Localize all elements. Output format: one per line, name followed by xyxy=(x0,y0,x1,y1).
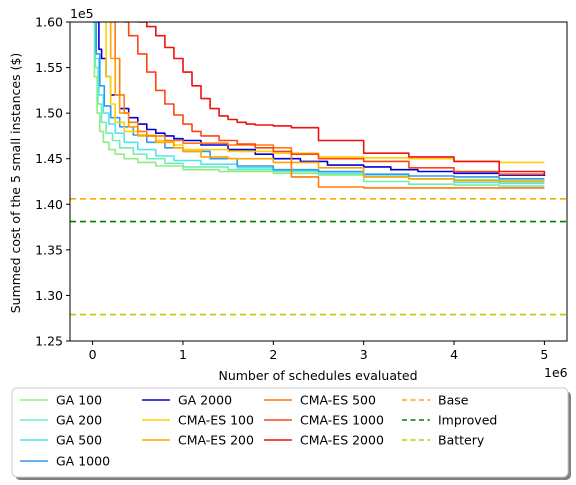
x-offset-label: 1e6 xyxy=(544,365,568,380)
x-tick-label: 0 xyxy=(89,347,97,362)
legend-label-ga-1000: GA 1000 xyxy=(56,454,110,469)
legend-label-cma-es-2000: CMA-ES 2000 xyxy=(300,433,384,448)
legend-box xyxy=(11,387,569,478)
y-tick-label: 1.35 xyxy=(35,242,63,257)
x-tick-label: 5 xyxy=(540,347,548,362)
y-axis: 1.25 1.30 1.35 1.40 1.45 1.50 1.55 1.60 xyxy=(35,15,70,349)
x-tick-label: 2 xyxy=(269,347,277,362)
legend-label-ga-100: GA 100 xyxy=(56,393,102,408)
series-line-cma-es-200 xyxy=(108,22,545,183)
y-tick-label: 1.25 xyxy=(35,334,63,349)
series-line-cma-es-2000 xyxy=(137,22,546,176)
x-axis: 0 1 2 3 4 5 xyxy=(89,341,548,362)
series-line-cma-es-500 xyxy=(112,22,545,189)
legend-label-base: Base xyxy=(438,393,469,408)
legend-label-cma-es-500: CMA-ES 500 xyxy=(300,393,376,408)
y-tick-label: 1.55 xyxy=(35,60,63,75)
series-line-ga-200 xyxy=(92,22,545,187)
y-offset-label: 1e5 xyxy=(70,6,94,21)
y-axis-label: Summed cost of the 5 small instances ($) xyxy=(8,53,23,314)
legend-label-ga-500: GA 500 xyxy=(56,433,102,448)
legend-label-ga-200: GA 200 xyxy=(56,413,102,428)
legend-label-cma-es-1000: CMA-ES 1000 xyxy=(300,413,384,428)
series-layer xyxy=(70,22,567,316)
legend: GA 100 GA 200 GA 500 GA 1000 GA 2000 CMA-ES 1… xyxy=(11,387,571,480)
y-tick-label: 1.40 xyxy=(35,197,63,212)
legend-items: GA 100 GA 200 GA 500 GA 1000 GA 2000 CMA-ES 1… xyxy=(20,393,497,469)
series-line-cma-es-1000 xyxy=(124,22,546,176)
legend-label-cma-es-100: CMA-ES 100 xyxy=(178,413,254,428)
legend-label-cma-es-200: CMA-ES 200 xyxy=(178,433,254,448)
x-tick-label: 1 xyxy=(179,347,187,362)
plot-frame xyxy=(69,21,568,342)
x-tick-label: 4 xyxy=(450,347,458,362)
legend-label-battery: Battery xyxy=(438,433,485,448)
y-tick-label: 1.30 xyxy=(35,288,63,303)
y-tick-label: 1.45 xyxy=(35,151,63,166)
y-tick-label: 1.60 xyxy=(35,15,63,30)
legend-label-improved: Improved xyxy=(438,413,497,428)
legend-label-ga-2000: GA 2000 xyxy=(178,393,232,408)
x-axis-label: Number of schedules evaluated xyxy=(218,368,417,383)
y-tick-label: 1.50 xyxy=(35,106,63,121)
x-tick-label: 3 xyxy=(360,347,368,362)
